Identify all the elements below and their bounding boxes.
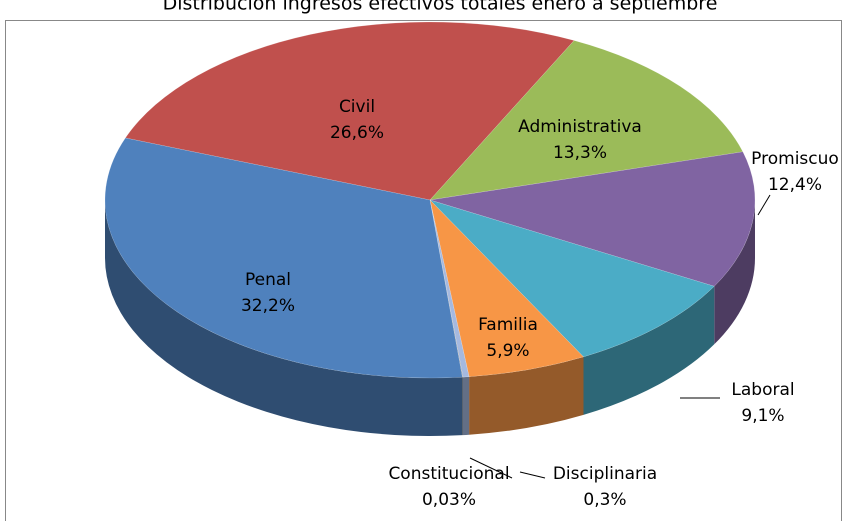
slice-value: 12,4%: [768, 175, 822, 195]
leader-line: [469, 457, 513, 479]
slice-value: 9,1%: [741, 406, 784, 426]
slice-label: Civil: [339, 97, 375, 117]
leader-line: [519, 471, 546, 479]
slice-side: [469, 356, 584, 435]
slice-side: [714, 200, 755, 345]
slice-value: 26,6%: [330, 123, 384, 143]
slice-label: Administrativa: [518, 117, 642, 137]
slice-value: 0,03%: [422, 490, 476, 510]
slice: [104, 137, 463, 379]
slice: [429, 199, 470, 378]
slice-label: Promiscuo: [751, 149, 839, 169]
slice: [429, 151, 756, 287]
leader-line: [757, 194, 771, 216]
slice-side: [462, 377, 463, 436]
slice: [429, 199, 584, 377]
slice-value: 5,9%: [486, 341, 529, 361]
slice: [124, 21, 575, 201]
slice-value: 13,3%: [553, 143, 607, 163]
slice-value: 32,2%: [241, 296, 295, 316]
slice-label: Laboral: [731, 380, 794, 400]
slice: [429, 40, 744, 201]
chart-title: Distribución ingresos efectivos totales …: [163, 0, 718, 15]
slice-label: Familia: [478, 315, 538, 335]
slice-side: [583, 286, 715, 415]
slice: [429, 199, 464, 378]
slice-label: Disciplinaria: [553, 464, 657, 484]
slice-label: Constitucional: [388, 464, 509, 484]
slice-side: [462, 376, 470, 436]
slice-side: [105, 200, 463, 436]
slice-label: Penal: [245, 270, 291, 290]
slice-value: 0,3%: [583, 490, 626, 510]
slice: [429, 199, 715, 358]
